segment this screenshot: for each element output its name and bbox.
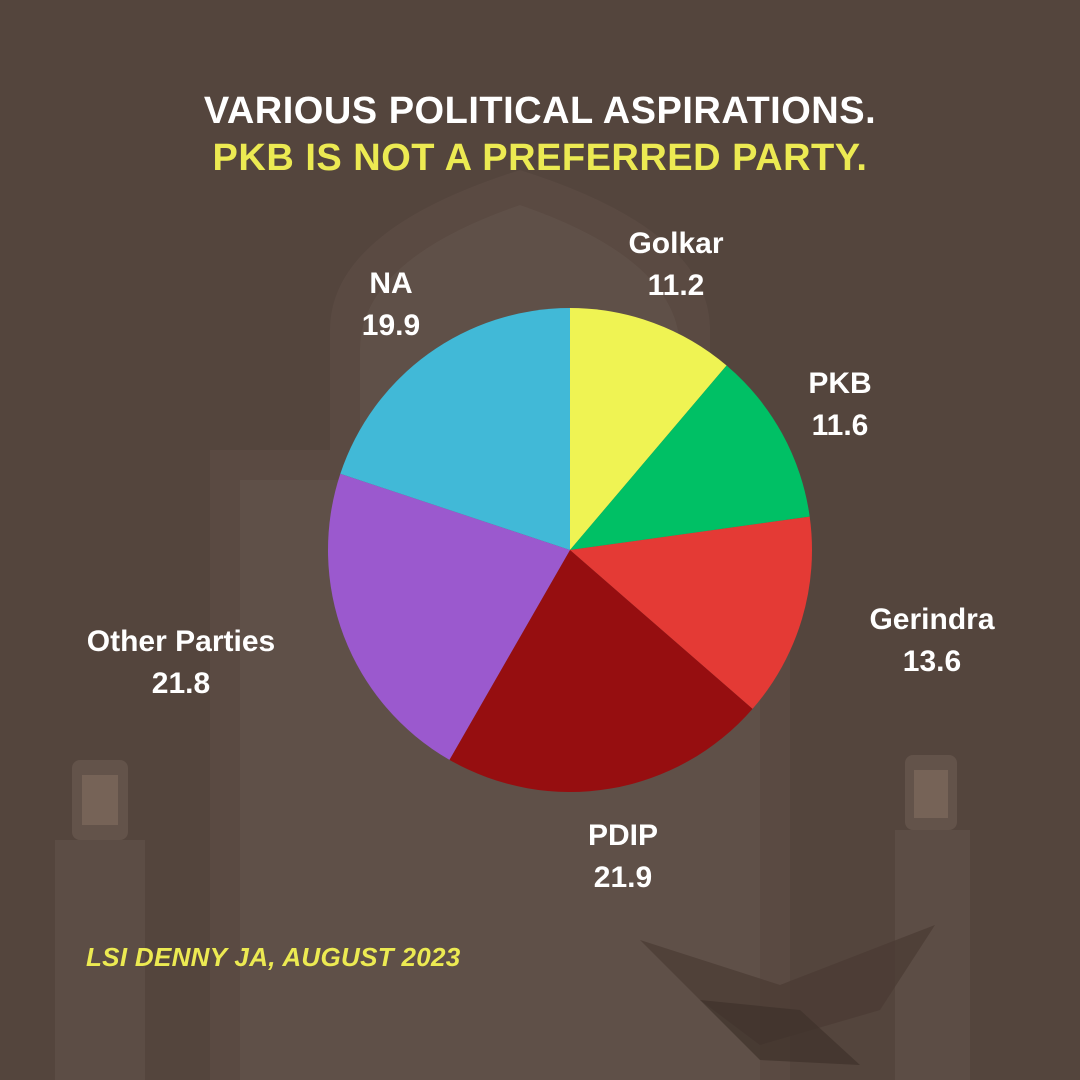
chart-title: VARIOUS POLITICAL ASPIRATIONS. [203, 90, 877, 132]
source-note: LSI DENNY JA, AUGUST 2023 [86, 942, 461, 972]
slice-value-label: 21.8 [152, 667, 210, 700]
slice-name-label: PKB [808, 367, 871, 400]
slice-value-label: 11.6 [812, 409, 869, 442]
pie-slice-na [340, 308, 570, 550]
slice-value-label: 21.9 [594, 861, 652, 894]
slice-name-label: PDIP [588, 819, 658, 852]
slice-value-label: 11.2 [648, 269, 705, 302]
slice-name-label: Other Parties [87, 625, 275, 658]
pie-slice-pkb [570, 365, 810, 550]
chart-subtitle: PKB IS NOT A PREFERRED PARTY. [212, 137, 868, 179]
pie-slice-golkar [570, 308, 727, 550]
slice-name-label: Golkar [628, 227, 723, 260]
slice-value-label: 19.9 [362, 309, 420, 342]
pie-slice-gerindra [570, 516, 812, 709]
slice-value-label: 13.6 [903, 645, 961, 678]
pie-slice-other-parties [328, 473, 570, 760]
slice-name-label: NA [369, 267, 412, 300]
slice-name-label: Gerindra [869, 603, 994, 636]
pie-slice-pdip [449, 550, 753, 792]
